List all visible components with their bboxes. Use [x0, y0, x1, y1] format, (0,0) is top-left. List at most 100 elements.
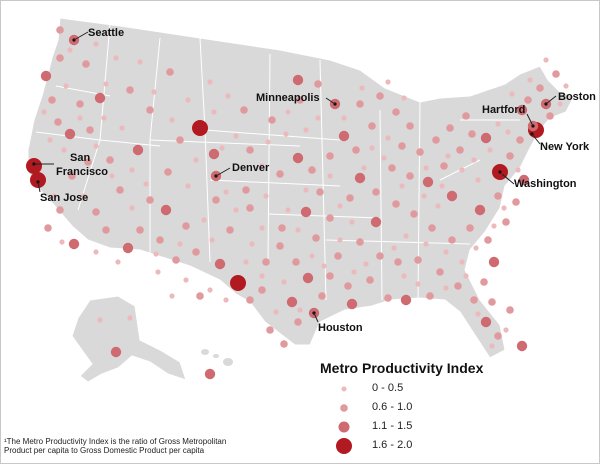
metro-dot: [259, 225, 265, 231]
city-label-seattle: Seattle: [88, 27, 124, 39]
metro-dots: [26, 26, 569, 380]
metro-dot: [334, 252, 342, 260]
city-label-hartford: Hartford: [482, 104, 525, 116]
metro-dot: [259, 163, 265, 169]
legend-item: 0 - 0.5: [320, 380, 520, 399]
metro-dot: [488, 256, 500, 268]
alaska-landmass: [71, 295, 187, 383]
metro-dot: [208, 148, 220, 160]
metro-dot: [225, 93, 231, 99]
metro-dot: [81, 193, 87, 199]
metro-dot: [421, 193, 427, 199]
metro-dot: [416, 148, 424, 156]
metro-dot: [47, 137, 53, 143]
metro-dot: [392, 108, 400, 116]
metro-dot: [176, 136, 184, 144]
legend-dot-icon: [338, 421, 350, 433]
metro-dot: [182, 222, 190, 230]
metro-dot: [127, 315, 133, 321]
metro-dot: [93, 143, 99, 149]
metro-dot: [278, 224, 286, 232]
metro-dot: [97, 317, 103, 323]
footnote-line: ¹The Metro Productivity Index is the rat…: [4, 437, 227, 446]
metro-dot: [321, 263, 327, 269]
metro-dot: [242, 186, 250, 194]
metro-dot: [400, 294, 412, 306]
metro-dot: [169, 293, 175, 299]
metro-dot: [185, 183, 191, 189]
metro-dot: [233, 133, 239, 139]
metro-dot: [292, 258, 300, 266]
metro-dot: [466, 224, 474, 232]
label-leader-lines: [34, 31, 557, 323]
metro-dot: [394, 258, 402, 266]
metro-dot: [259, 273, 265, 279]
metro-dot: [546, 112, 554, 120]
metro-dot: [273, 309, 279, 315]
metro-dot: [86, 126, 94, 134]
metro-dot: [92, 208, 100, 216]
metro-dot: [436, 268, 444, 276]
metro-dot: [63, 83, 69, 89]
metro-dot: [258, 286, 266, 294]
city-label-houston: Houston: [318, 322, 363, 334]
metro-dot: [326, 152, 334, 160]
metro-dot: [473, 245, 479, 251]
legend-title: Metro Productivity Index: [320, 360, 484, 376]
metro-dot: [64, 128, 76, 140]
metro-dot: [468, 130, 476, 138]
metro-dot: [341, 115, 347, 121]
city-label-washington: Washington: [514, 178, 577, 190]
metro-dot: [297, 307, 303, 313]
metro-dot: [214, 258, 226, 270]
metro-dot: [309, 253, 315, 259]
metro-dot: [372, 188, 380, 196]
metro-dot: [326, 272, 334, 280]
legend-item-label: 0.6 - 1.0: [372, 401, 413, 413]
metro-dot: [292, 74, 304, 86]
footnote: ¹The Metro Productivity Index is the rat…: [4, 437, 254, 455]
metro-dot: [115, 259, 121, 265]
metro-dot: [265, 139, 271, 145]
city-anchor-point: [498, 170, 502, 174]
metro-dot: [300, 206, 312, 218]
metro-dot: [398, 142, 406, 150]
legend-item: 0.6 - 1.0: [320, 399, 520, 418]
metro-dot: [51, 193, 57, 199]
metro-dot: [113, 55, 119, 61]
metro-dot: [484, 236, 492, 244]
metro-dot: [356, 238, 364, 246]
metro-dot: [153, 251, 159, 257]
metro-dot: [337, 237, 343, 243]
metro-dot: [246, 204, 254, 212]
metro-dot: [422, 176, 434, 188]
metro-dot: [524, 96, 532, 104]
metro-dot: [156, 236, 164, 244]
metro-dot: [392, 200, 400, 208]
metro-dot: [192, 248, 200, 256]
metro-dot: [262, 258, 270, 266]
metro-dot: [440, 162, 448, 170]
metro-dot: [56, 26, 64, 34]
metro-dot: [338, 130, 350, 142]
city-labels: Seattle Minneapolis Hartford Boston New …: [40, 27, 596, 334]
metro-dot: [326, 214, 334, 222]
metro-dot: [401, 95, 407, 101]
metro-dot: [30, 172, 46, 188]
metro-dot: [196, 292, 204, 300]
metro-dot: [391, 245, 397, 251]
metro-dot: [563, 83, 569, 89]
metro-dot: [102, 226, 110, 234]
metro-dot: [459, 259, 465, 265]
metro-dot: [137, 59, 143, 65]
metro-dot: [285, 207, 291, 213]
metro-dot: [459, 167, 465, 173]
metro-dot: [314, 80, 322, 88]
metro-dot: [40, 70, 52, 82]
metro-dot: [302, 272, 314, 284]
metro-dot: [211, 109, 217, 115]
metro-dot: [480, 316, 492, 328]
metro-dot: [192, 120, 208, 136]
metro-dot: [423, 165, 429, 171]
